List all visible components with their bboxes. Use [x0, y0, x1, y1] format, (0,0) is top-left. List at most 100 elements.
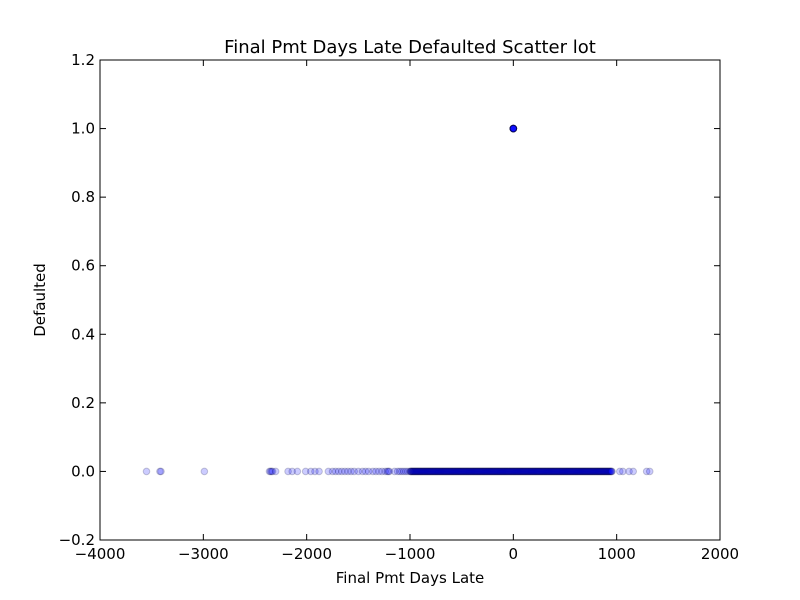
- scatter-point: [448, 467, 457, 476]
- scatter-point: [603, 467, 612, 476]
- scatter-point: [428, 467, 437, 476]
- scatter-point: [608, 467, 616, 476]
- scatter-point: [453, 467, 461, 476]
- scatter-point: [566, 467, 575, 476]
- scatter-point: [615, 467, 624, 476]
- scatter-point: [442, 467, 450, 476]
- scatter-point: [413, 467, 422, 476]
- scatter-point: [464, 467, 472, 476]
- x-tick-label: −4000: [75, 545, 126, 563]
- scatter-point: [440, 467, 448, 476]
- scatter-point: [265, 467, 274, 476]
- scatter-point: [467, 467, 476, 476]
- scatter-point: [525, 467, 533, 476]
- scatter-point: [554, 467, 563, 476]
- scatter-point: [562, 467, 571, 476]
- scatter-point: [429, 467, 438, 476]
- scatter-point: [414, 467, 423, 476]
- scatter-point: [498, 467, 506, 476]
- scatter-point: [470, 467, 478, 476]
- scatter-point: [479, 467, 488, 476]
- scatter-point: [511, 467, 519, 476]
- scatter-point: [509, 124, 518, 133]
- scatter-point: [506, 467, 515, 476]
- scatter-point: [458, 467, 466, 476]
- scatter-point: [601, 467, 610, 476]
- scatter-point: [468, 467, 476, 476]
- scatter-point: [544, 467, 552, 476]
- scatter-point: [452, 467, 460, 476]
- scatter-point: [432, 467, 440, 476]
- scatter-point: [478, 467, 486, 476]
- scatter-point: [543, 467, 551, 476]
- scatter-point: [378, 467, 386, 476]
- scatter-point: [495, 467, 504, 476]
- scatter-point: [423, 467, 431, 476]
- scatter-point: [563, 467, 572, 476]
- scatter-point: [596, 467, 604, 476]
- scatter-point: [565, 467, 573, 476]
- scatter-point: [439, 467, 448, 476]
- scatter-point: [412, 467, 421, 476]
- scatter-point: [532, 467, 540, 476]
- scatter-point: [552, 467, 561, 476]
- y-axis-ticks: −0.2 0.0 0.2 0.4 0.6 0.8 1.0 1.2: [59, 51, 720, 549]
- scatter-point: [576, 467, 585, 476]
- scatter-point: [557, 467, 565, 476]
- scatter-point: [597, 467, 605, 476]
- x-tick-label: 1000: [598, 545, 636, 563]
- scatter-point: [301, 467, 310, 476]
- scatter-point: [438, 467, 447, 476]
- scatter-point: [525, 467, 534, 476]
- scatter-point: [418, 467, 426, 476]
- scatter-point: [446, 467, 455, 476]
- scatter-point: [417, 467, 425, 476]
- scatter-point: [501, 467, 509, 476]
- y-axis-title: Defaulted: [31, 263, 49, 337]
- scatter-point: [422, 467, 430, 476]
- scatter-point: [434, 467, 443, 476]
- scatter-point: [524, 467, 532, 476]
- scatter-point: [547, 467, 555, 476]
- scatter-point: [426, 467, 435, 476]
- scatter-point: [497, 467, 506, 476]
- scatter-point: [492, 467, 501, 476]
- x-axis-ticks: −4000 −3000 −2000 −1000 0 1000 2000: [75, 60, 739, 563]
- scatter-point: [574, 467, 583, 476]
- scatter-point: [536, 467, 545, 476]
- scatter-point: [517, 467, 526, 476]
- scatter-point: [512, 467, 520, 476]
- scatter-point: [548, 467, 557, 476]
- scatter-point: [532, 467, 541, 476]
- scatter-point: [509, 467, 517, 476]
- scatter-point: [397, 467, 406, 476]
- scatter-point: [599, 467, 608, 476]
- scatter-point: [509, 124, 518, 133]
- scatter-point: [500, 467, 509, 476]
- scatter-point: [506, 467, 515, 476]
- scatter-point: [480, 467, 488, 476]
- scatter-point: [519, 467, 528, 476]
- scatter-point: [410, 467, 418, 476]
- scatter-point: [502, 467, 511, 476]
- scatter-point: [489, 467, 497, 476]
- scatter-point: [501, 467, 510, 476]
- scatter-point: [484, 467, 493, 476]
- scatter-point: [511, 467, 520, 476]
- scatter-point: [390, 467, 399, 476]
- scatter-point: [358, 467, 367, 476]
- scatter-point: [463, 467, 471, 476]
- scatter-point: [515, 467, 523, 476]
- scatter-point: [432, 467, 441, 476]
- scatter-point: [157, 467, 165, 476]
- scatter-point: [470, 467, 479, 476]
- scatter-point: [491, 467, 500, 476]
- scatter-point: [537, 467, 546, 476]
- scatter-point: [375, 467, 383, 476]
- scatter-point: [589, 467, 597, 476]
- scatter-point: [584, 467, 593, 476]
- scatter-point: [487, 467, 495, 476]
- scatter-point: [564, 467, 573, 476]
- scatter-point: [456, 467, 465, 476]
- scatter-point: [549, 467, 558, 476]
